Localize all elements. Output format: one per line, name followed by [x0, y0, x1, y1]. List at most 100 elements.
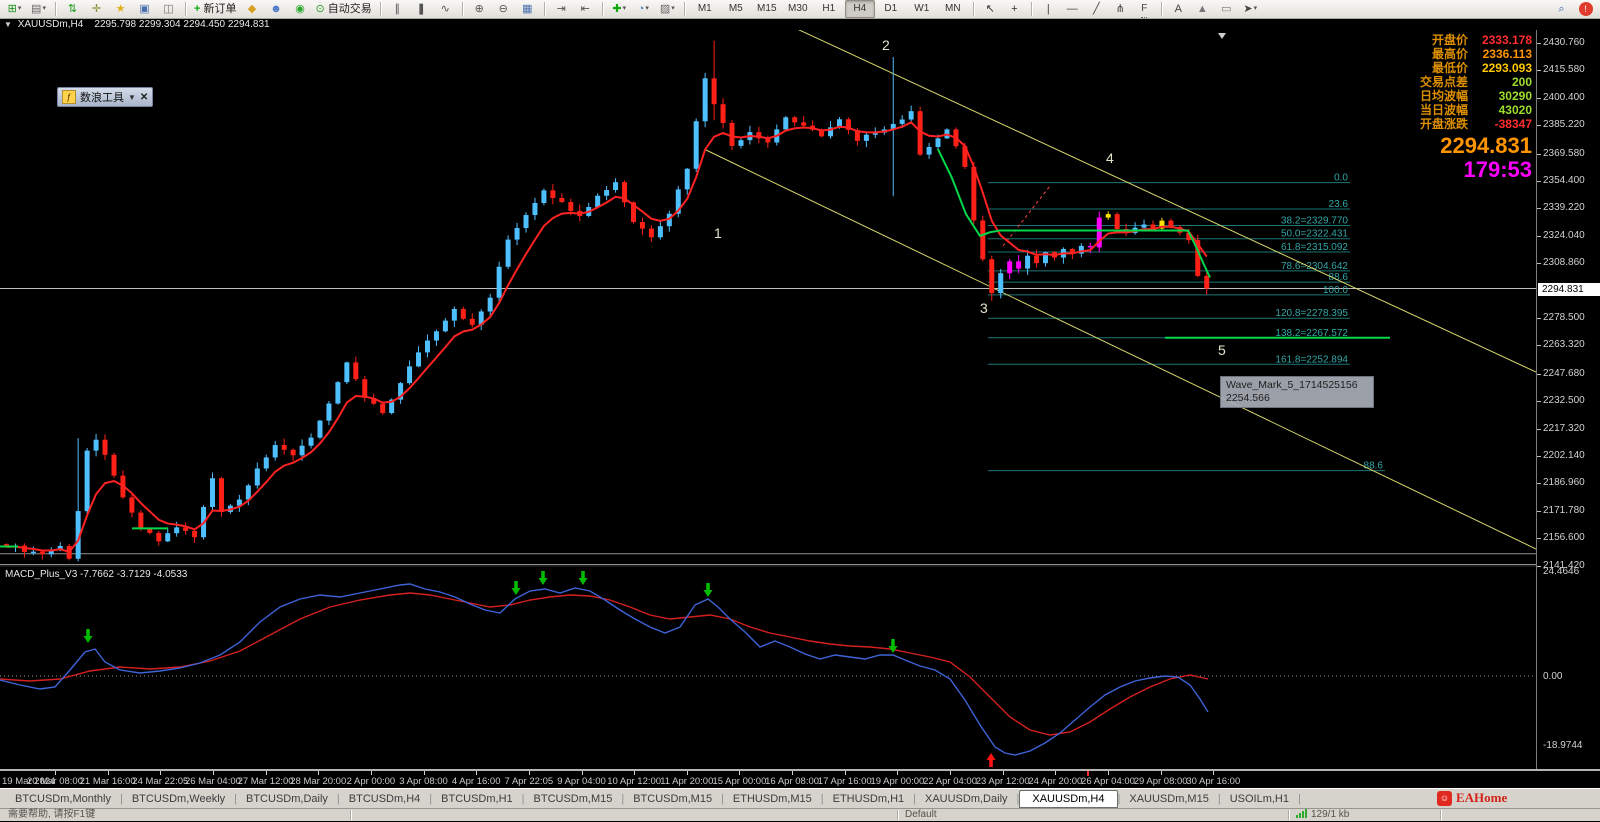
- chart-tab-btcusdm-weekly[interactable]: BTCUSDm,Weekly: [131, 792, 226, 805]
- macd-main-line[interactable]: [0, 583, 1209, 756]
- zoom-out-button[interactable]: ⊖: [492, 0, 515, 18]
- triangle-shape-button[interactable]: ▲: [1191, 0, 1214, 18]
- close-icon[interactable]: ✕: [139, 91, 149, 103]
- timeframe-h1-button[interactable]: H1: [822, 3, 836, 14]
- chart-tab-btcusdm-h1[interactable]: BTCUSDm,H1: [441, 792, 513, 805]
- time-tick-label: 7 Apr 22:05: [504, 776, 554, 787]
- timeframe-mn-button[interactable]: MN: [945, 3, 961, 14]
- wave-mark-5[interactable]: 5: [1218, 342, 1226, 358]
- bar-chart-button[interactable]: ∥: [386, 0, 409, 18]
- auto-scroll-button[interactable]: ⇥: [550, 0, 573, 18]
- green-indicator-line[interactable]: [937, 148, 1211, 278]
- market-watch-button[interactable]: ⇅: [61, 0, 84, 18]
- terminal-button[interactable]: ▣: [133, 0, 156, 18]
- timeframe-m30-button[interactable]: M30: [788, 3, 808, 14]
- trendline-button[interactable]: ╱: [1085, 0, 1108, 18]
- toolbar-separator: [55, 2, 56, 16]
- arrows-tool-button[interactable]: ➤ ▾: [1239, 0, 1262, 18]
- periods-button[interactable]: ◔ ▾: [632, 0, 655, 18]
- zoom-in-button[interactable]: ⊕: [468, 0, 491, 18]
- timeframe-m5-button[interactable]: M5: [728, 3, 743, 14]
- trendline-object[interactable]: [794, 27, 1537, 373]
- chart-tab-ethusdm-m15[interactable]: ETHUSDm,M15: [732, 792, 812, 805]
- wave-mark-4[interactable]: 4: [1106, 150, 1114, 166]
- price-chart-canvas[interactable]: 0.0 23.6 38.2=2329.770 50.0=2322.431 61.8=23…: [0, 27, 1537, 564]
- vertical-line-icon: |: [1046, 3, 1050, 15]
- metaeditor-button[interactable]: ◆: [241, 0, 264, 18]
- zoom-out-icon: ⊖: [498, 3, 508, 15]
- chart-tab-btcusdm-h4[interactable]: BTCUSDm,H4: [348, 792, 421, 805]
- rectangle-shape-button[interactable]: ▭: [1215, 0, 1238, 18]
- line-chart-icon: ∿: [440, 3, 450, 15]
- chart-shift-button[interactable]: ⇤: [574, 0, 597, 18]
- brand-name: EAHome: [1456, 790, 1508, 805]
- timeframe-m15-button[interactable]: M15: [757, 3, 777, 14]
- bar-shift-marker[interactable]: [1218, 33, 1226, 39]
- text-tool-button[interactable]: A: [1167, 0, 1190, 18]
- new-chart-button[interactable]: ⊞ ▾: [7, 3, 22, 15]
- vertical-line-button[interactable]: |: [1037, 0, 1060, 18]
- wave-mark-3[interactable]: 3: [980, 300, 988, 316]
- candlestick-chart[interactable]: 0.0 23.6 38.2=2329.770 50.0=2322.431 61.8=23…: [0, 27, 1537, 564]
- horizontal-line-button[interactable]: —: [1061, 0, 1084, 18]
- navigator-button[interactable]: ★: [109, 0, 132, 18]
- search-button[interactable]: ⌕: [1550, 0, 1573, 18]
- cursor-button[interactable]: ↖: [979, 0, 1002, 18]
- sell-arrow-icon: [511, 581, 521, 595]
- chart-tab-ethusdm-h1[interactable]: ETHUSDm,H1: [832, 792, 905, 805]
- chevron-down-icon[interactable]: ▼: [128, 92, 136, 102]
- chart-tab-btcusdm-m15[interactable]: BTCUSDm,M15: [533, 792, 613, 805]
- time-tick: [897, 771, 899, 775]
- timeframe-w1-button[interactable]: W1: [914, 3, 930, 14]
- price-tick-label: 2217.320: [1543, 422, 1585, 434]
- red-ma-line[interactable]: [6, 121, 1208, 554]
- profiles-button[interactable]: ▤ ▾: [31, 3, 46, 15]
- status-profile[interactable]: Default: [905, 809, 937, 820]
- time-tick-label: 11 Apr 20:00: [660, 776, 714, 787]
- tab-separator: |: [429, 792, 433, 805]
- trendline-object[interactable]: [705, 149, 1537, 550]
- fibonacci-button[interactable]: F: [1133, 0, 1156, 18]
- autotrading-button[interactable]: ⊙ 自动交易: [315, 3, 372, 15]
- new-order-button[interactable]: + 新订单: [194, 3, 237, 15]
- notifications-button[interactable]: !: [1574, 0, 1597, 18]
- timeframe-d1-button[interactable]: D1: [884, 3, 898, 14]
- wave-mark-2[interactable]: 2: [882, 37, 890, 53]
- chart-tab-btcusdm-m15[interactable]: BTCUSDm,M15: [633, 792, 713, 805]
- collapse-arrow-icon[interactable]: ▼: [4, 20, 12, 29]
- chart-tab-xauusdm-h4[interactable]: XAUUSDm,H4: [1019, 789, 1118, 808]
- sounds-button[interactable]: ◉: [289, 0, 312, 18]
- templates-button[interactable]: ▨ ▾: [656, 0, 679, 18]
- chart-tab-xauusdm-m15[interactable]: XAUUSDm,M15: [1129, 792, 1209, 805]
- tile-windows-button[interactable]: ▦: [516, 0, 539, 18]
- timeframe-h4-button[interactable]: H4: [844, 0, 875, 18]
- fibonacci-retracement[interactable]: 0.0 23.6 38.2=2329.770 50.0=2322.431 61.8=23…: [988, 173, 1385, 472]
- chart-tab-btcusdm-daily[interactable]: BTCUSDm,Daily: [246, 792, 328, 805]
- timeframe-m1-button[interactable]: M1: [697, 3, 712, 14]
- wave-tool-window[interactable]: ƒ 数浪工具 ▼ ✕: [57, 87, 154, 107]
- panel-divider[interactable]: [0, 564, 1600, 567]
- line-chart-button[interactable]: ∿: [434, 0, 457, 18]
- macd-chart[interactable]: [0, 567, 1536, 769]
- svg-text:23.6: 23.6: [1329, 199, 1349, 210]
- indicators-button[interactable]: ✚ ▾: [608, 0, 631, 18]
- community-button[interactable]: ☻: [265, 0, 288, 18]
- chart-tab-btcusdm-monthly[interactable]: BTCUSDm,Monthly: [15, 792, 111, 805]
- pitchfork-button[interactable]: ⋔: [1109, 0, 1132, 18]
- current-price-large: 2294.831: [1440, 133, 1532, 158]
- sell-arrow-icon: [83, 629, 93, 643]
- candlestick-icon: ❚: [416, 3, 426, 15]
- time-tick: [1213, 771, 1215, 775]
- strategy-tester-button[interactable]: ◫: [157, 0, 180, 18]
- time-axis[interactable]: 19 Mar 2024 20 Mar 08:00 21 Mar 16:00 24 Ma…: [0, 769, 1600, 788]
- dotted-trendline-object[interactable]: [1002, 185, 1051, 247]
- chart-tab-xauusdm-daily[interactable]: XAUUSDm,Daily: [925, 792, 1008, 805]
- crosshair-button[interactable]: +: [1003, 0, 1026, 18]
- wave-mark-1[interactable]: 1: [714, 225, 722, 241]
- candlestick-button[interactable]: ❚: [410, 0, 433, 18]
- data-window-button[interactable]: ✛: [85, 0, 108, 18]
- chart-tab-usoilm-h1[interactable]: USOILm,H1: [1229, 792, 1289, 805]
- price-axis[interactable]: 2430.760 2415.580 2400.400 2385.220 2369.580…: [1536, 30, 1600, 769]
- macd-panel[interactable]: [0, 567, 1536, 769]
- macd-signal-line[interactable]: [0, 592, 1209, 736]
